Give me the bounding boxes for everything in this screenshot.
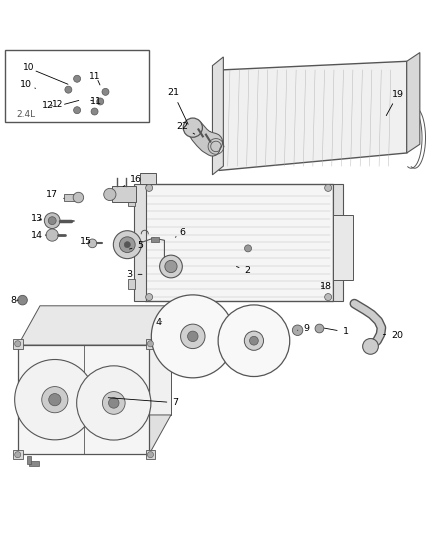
Bar: [5, 51, 149, 123]
Circle shape: [18, 295, 27, 305]
Circle shape: [42, 386, 68, 413]
Text: 3: 3: [127, 270, 142, 279]
Circle shape: [14, 341, 21, 347]
Bar: [29, 461, 39, 466]
Circle shape: [146, 184, 152, 191]
Circle shape: [88, 239, 97, 248]
Circle shape: [91, 108, 98, 115]
Text: 17: 17: [46, 190, 64, 199]
Bar: [146, 450, 155, 459]
Circle shape: [244, 331, 264, 350]
Circle shape: [325, 294, 332, 301]
Circle shape: [65, 86, 72, 93]
Circle shape: [148, 341, 153, 347]
Circle shape: [77, 366, 151, 440]
Text: 1: 1: [324, 327, 349, 336]
Bar: [146, 339, 155, 349]
Text: 14: 14: [31, 231, 46, 239]
Text: 18: 18: [320, 281, 332, 290]
Polygon shape: [18, 306, 171, 345]
Circle shape: [14, 359, 95, 440]
Circle shape: [113, 231, 141, 259]
Bar: [332, 183, 343, 302]
Polygon shape: [212, 57, 223, 175]
Circle shape: [292, 325, 303, 335]
Polygon shape: [407, 53, 420, 153]
Bar: [128, 279, 135, 289]
Text: 21: 21: [167, 88, 188, 124]
Text: 10: 10: [20, 80, 35, 89]
Circle shape: [102, 392, 125, 414]
Circle shape: [97, 98, 104, 105]
Text: 19: 19: [386, 90, 404, 116]
Text: 20: 20: [383, 331, 403, 340]
Circle shape: [146, 294, 152, 301]
Text: 8: 8: [11, 296, 18, 305]
Circle shape: [148, 451, 153, 458]
Bar: [13, 450, 22, 459]
Text: 10: 10: [23, 63, 35, 72]
Text: 7: 7: [108, 398, 178, 407]
Bar: [112, 185, 136, 203]
Circle shape: [183, 118, 202, 138]
Circle shape: [74, 75, 81, 82]
Circle shape: [363, 338, 378, 354]
Circle shape: [159, 255, 182, 278]
Bar: [134, 183, 146, 302]
Bar: [128, 196, 135, 206]
Circle shape: [74, 107, 81, 114]
Bar: [13, 339, 22, 349]
Text: 15: 15: [80, 237, 92, 246]
Circle shape: [315, 324, 324, 333]
Circle shape: [46, 229, 58, 241]
Circle shape: [14, 451, 21, 458]
Circle shape: [244, 245, 251, 252]
Circle shape: [120, 237, 135, 253]
Bar: [18, 345, 149, 454]
Text: 4: 4: [156, 318, 162, 327]
Circle shape: [165, 261, 177, 272]
Text: 11: 11: [90, 97, 102, 106]
Circle shape: [187, 331, 198, 342]
Polygon shape: [18, 415, 171, 454]
Circle shape: [73, 192, 84, 203]
Circle shape: [250, 336, 258, 345]
Text: 12: 12: [42, 101, 54, 110]
Text: 13: 13: [30, 214, 42, 223]
Circle shape: [102, 88, 109, 95]
Circle shape: [109, 398, 119, 408]
Text: 2.4L: 2.4L: [16, 110, 35, 119]
Circle shape: [48, 217, 56, 224]
Circle shape: [44, 213, 60, 229]
Text: 16: 16: [123, 175, 142, 187]
Bar: [145, 183, 332, 302]
Text: 2: 2: [237, 266, 251, 276]
Polygon shape: [219, 61, 407, 171]
Text: 11: 11: [89, 72, 100, 81]
Text: 9: 9: [297, 325, 309, 334]
Circle shape: [49, 393, 61, 406]
Bar: [27, 456, 31, 464]
Bar: [128, 237, 135, 248]
Polygon shape: [40, 306, 171, 415]
Text: 22: 22: [176, 122, 195, 134]
Circle shape: [151, 295, 234, 378]
Bar: [151, 237, 159, 243]
Circle shape: [104, 188, 116, 200]
Bar: [64, 194, 81, 201]
Circle shape: [325, 184, 332, 191]
Circle shape: [180, 324, 205, 349]
Text: 12: 12: [52, 100, 63, 109]
Text: 5: 5: [130, 241, 143, 250]
Text: 6: 6: [175, 228, 185, 237]
Circle shape: [218, 305, 290, 376]
Bar: [333, 215, 353, 280]
Circle shape: [124, 241, 131, 248]
Bar: [141, 173, 155, 183]
